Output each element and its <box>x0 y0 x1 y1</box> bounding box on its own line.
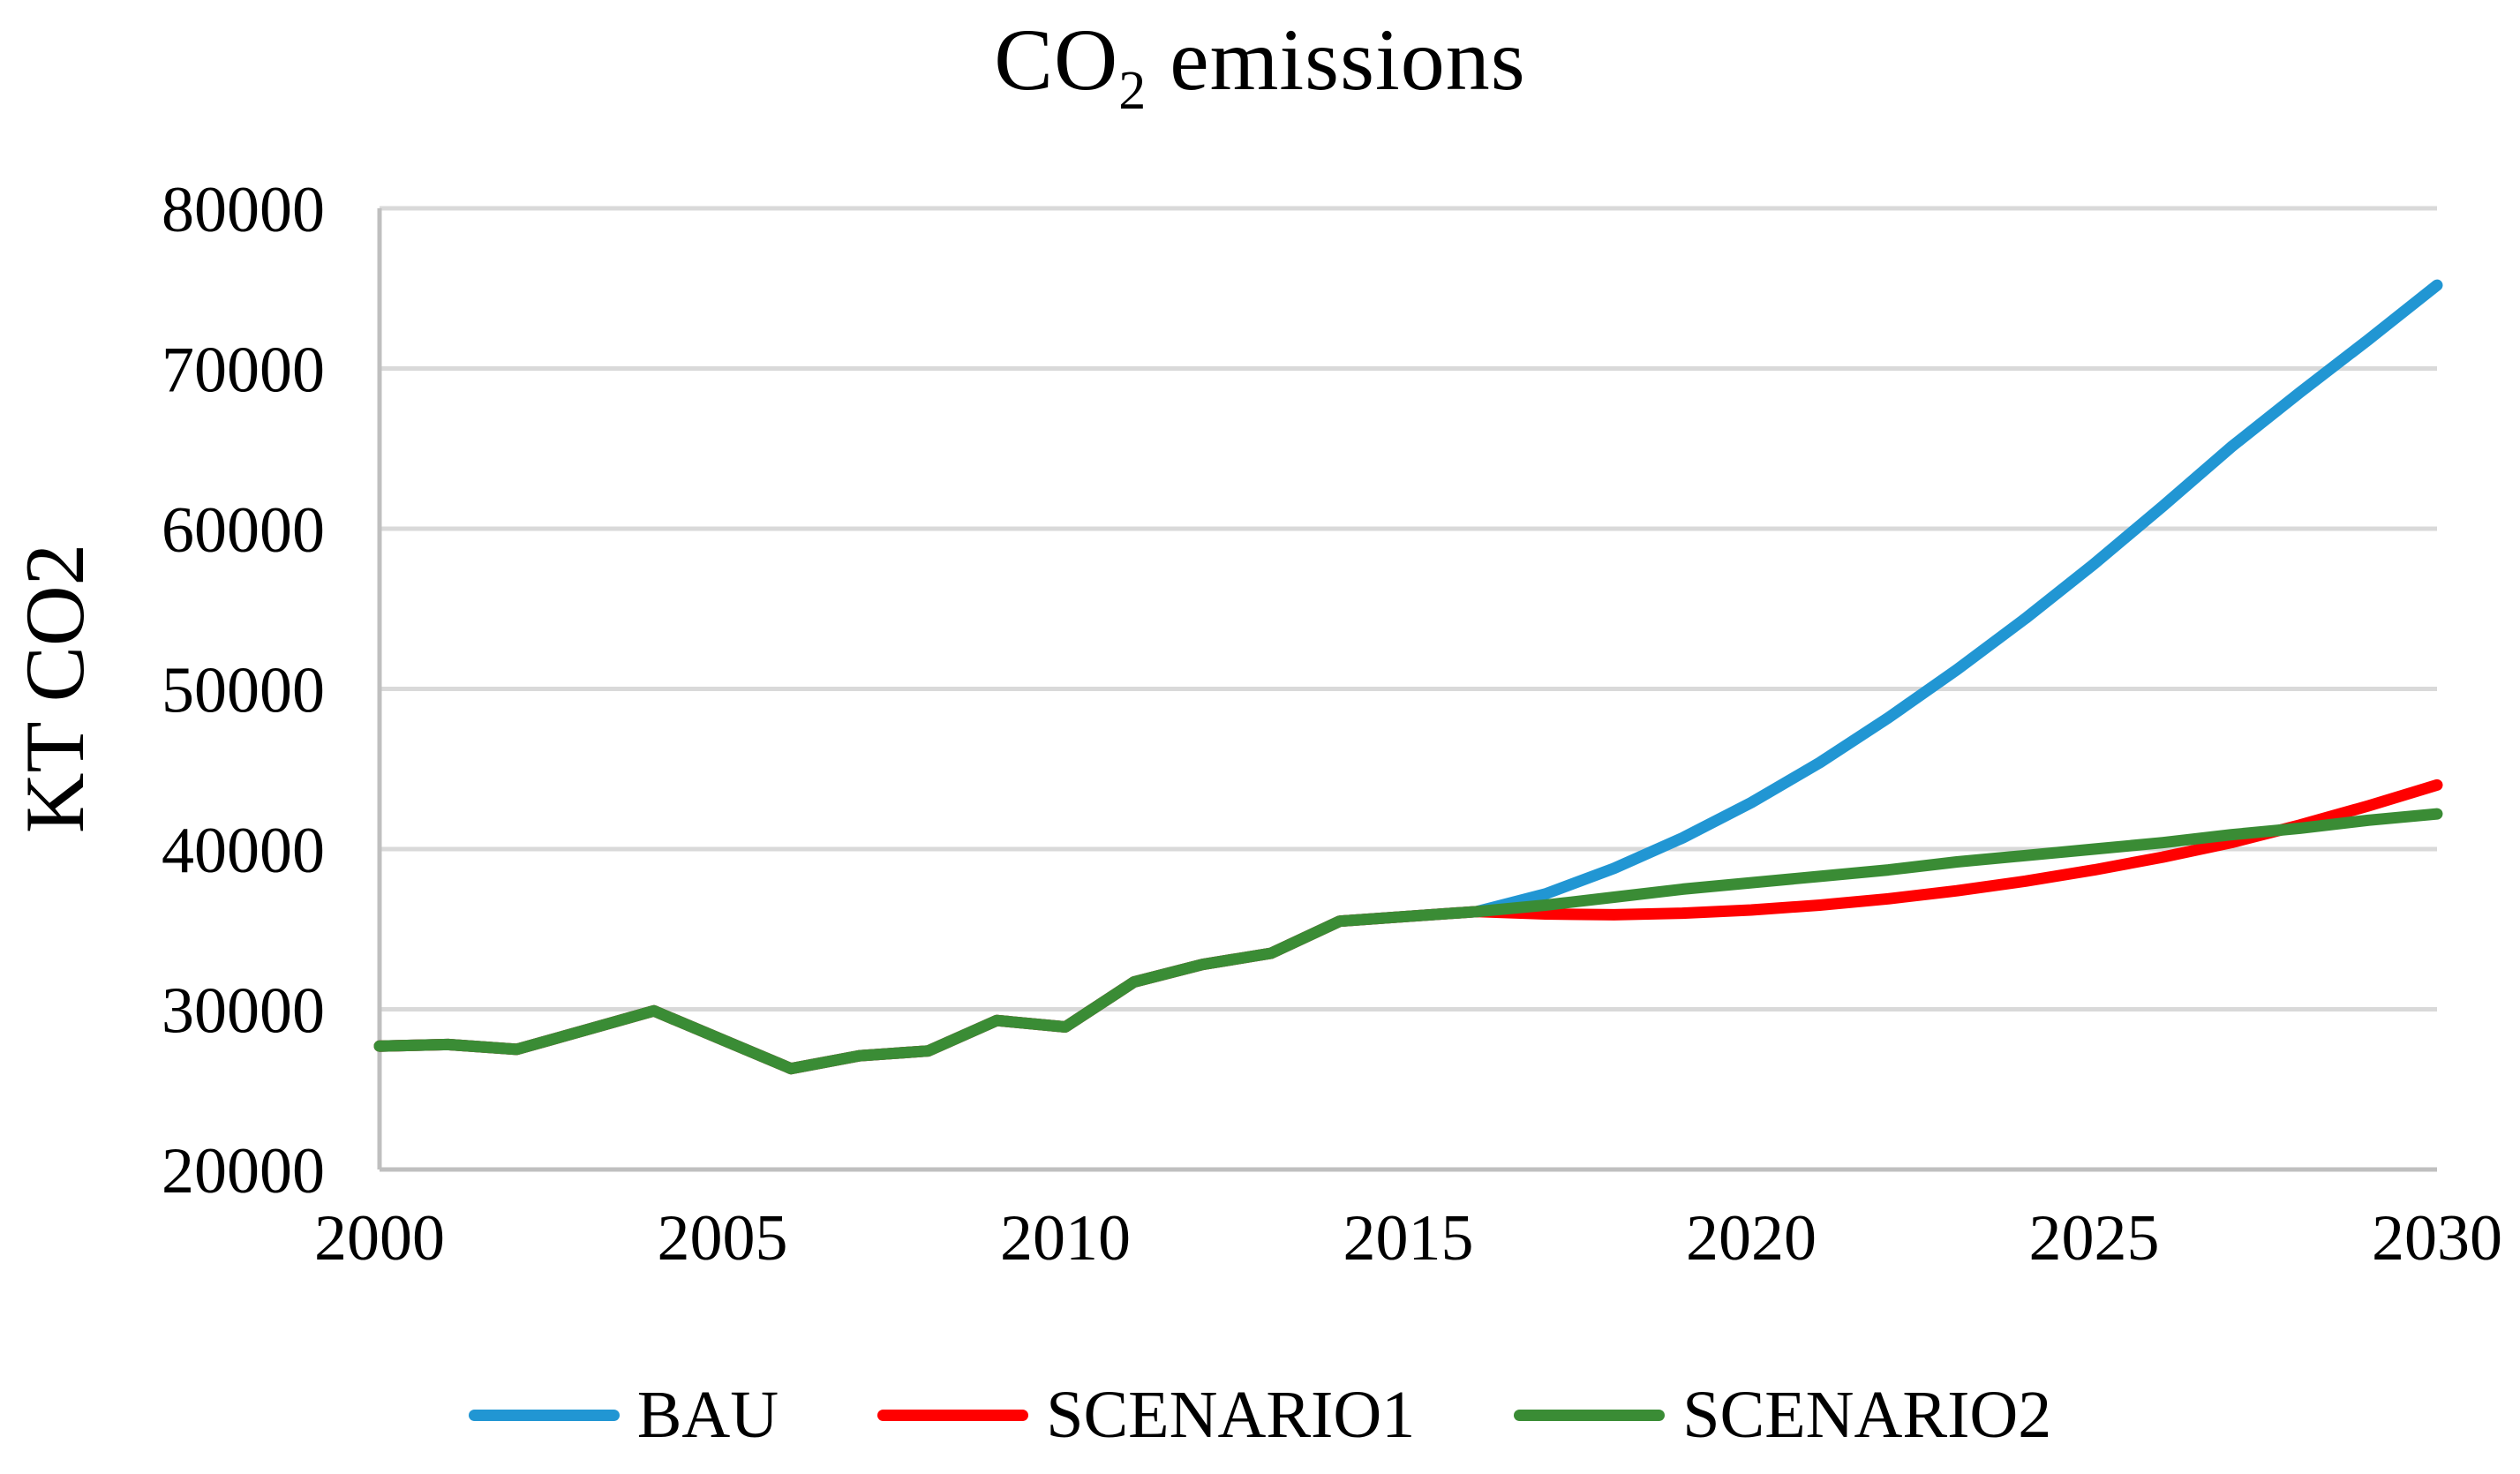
legend-swatch-scenario1 <box>877 1409 1029 1421</box>
y-axis-tick-label: 20000 <box>162 1135 325 1207</box>
y-axis-tick-label: 70000 <box>162 335 325 407</box>
x-axis-tick-label: 2005 <box>658 1202 788 1275</box>
y-axis-tick-label: 60000 <box>162 494 325 567</box>
x-axis-tick-label: 2030 <box>2372 1202 2502 1275</box>
legend-label-bau: BAU <box>636 1378 779 1452</box>
chart-title-rest: emissions <box>1147 11 1526 109</box>
legend-item-scenario1: SCENARIO1 <box>877 1381 1415 1448</box>
x-axis-tick-label: 2020 <box>1686 1202 1817 1275</box>
legend-swatch-scenario2 <box>1514 1409 1666 1421</box>
chart-title: CO2 emissions <box>0 9 2520 121</box>
legend-item-scenario2: SCENARIO2 <box>1514 1381 2051 1448</box>
series-line-bau <box>373 279 2443 1075</box>
y-axis-tick-label: 80000 <box>162 174 325 246</box>
legend-swatch-bau <box>468 1409 620 1421</box>
series-line-scenario2 <box>373 808 2443 1075</box>
y-axis-tick-label: 30000 <box>162 975 325 1048</box>
y-axis-tick-label: 50000 <box>162 655 325 727</box>
legend-label-scenario1: SCENARIO1 <box>1046 1378 1416 1452</box>
legend-item-bau: BAU <box>468 1378 779 1452</box>
chart-title-subscript: 2 <box>1118 61 1147 121</box>
y-axis-tick-label: 40000 <box>162 815 325 887</box>
chart-title-text: CO <box>994 11 1119 109</box>
x-axis-tick-label: 2025 <box>2029 1202 2160 1275</box>
x-axis-tick-label: 2000 <box>314 1202 445 1275</box>
x-axis-tick-label: 2010 <box>1000 1202 1131 1275</box>
legend: BAU SCENARIO1 SCENARIO2 <box>0 1366 2520 1463</box>
x-axis-tick-label: 2015 <box>1343 1202 1474 1275</box>
legend-label-scenario2: SCENARIO2 <box>1682 1378 2052 1452</box>
